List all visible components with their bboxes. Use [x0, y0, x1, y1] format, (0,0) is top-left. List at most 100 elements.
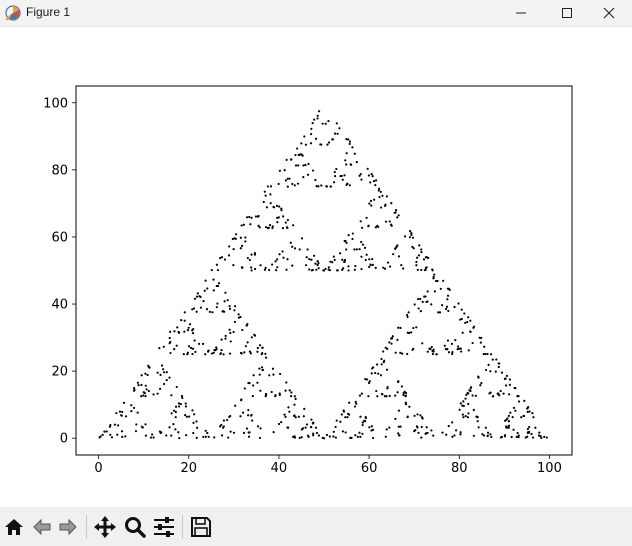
scatter-point — [486, 434, 489, 437]
scatter-point — [348, 401, 351, 404]
scatter-point — [384, 220, 388, 223]
scatter-point — [144, 423, 147, 426]
scatter-point — [196, 426, 199, 429]
scatter-point — [292, 224, 295, 227]
scatter-point — [431, 349, 434, 353]
scatter-point — [250, 336, 253, 339]
scatter-point — [228, 307, 232, 310]
scatter-point — [471, 394, 474, 397]
scatter-point — [508, 378, 512, 381]
scatter-point — [344, 159, 347, 162]
scatter-point — [361, 243, 365, 246]
scatter-point — [293, 403, 296, 406]
figure-canvas[interactable]: 0 20 40 60 80 100 0 20 40 60 80 100 — [0, 27, 632, 507]
scatter-point — [458, 347, 461, 350]
scatter-point — [375, 389, 378, 393]
scatter-point — [304, 264, 308, 267]
scatter-point — [489, 370, 492, 373]
scatter-point — [281, 250, 284, 253]
scatter-point — [415, 260, 418, 264]
scatter-point — [466, 416, 470, 419]
scatter-point — [305, 423, 309, 426]
home-button[interactable] — [2, 515, 26, 539]
scatter-point — [354, 400, 357, 403]
scatter-point — [371, 257, 374, 261]
scatter-point — [386, 387, 389, 390]
scatter-point — [464, 321, 467, 324]
scatter-point — [270, 263, 274, 266]
scatter-point — [253, 252, 256, 255]
scatter-point — [472, 325, 476, 328]
scatter-point — [258, 436, 262, 440]
scatter-point — [188, 323, 192, 326]
scatter-point — [274, 395, 277, 398]
scatter-point — [422, 258, 426, 261]
toolbar-separator — [182, 515, 183, 539]
forward-button[interactable] — [56, 515, 80, 539]
scatter-point — [178, 436, 181, 440]
scatter-point — [121, 410, 124, 414]
scatter-point — [130, 404, 133, 407]
scatter-point — [446, 347, 449, 351]
scatter-point — [120, 430, 124, 433]
scatter-point — [348, 140, 352, 143]
configure-subplots-button[interactable] — [152, 515, 176, 539]
scatter-point — [400, 385, 403, 388]
scatter-point — [460, 350, 463, 353]
scatter-point — [176, 326, 179, 329]
scatter-point — [326, 143, 329, 146]
scatter-point — [204, 353, 207, 356]
scatter-point — [216, 268, 220, 272]
pan-button[interactable] — [93, 515, 117, 539]
scatter-point — [120, 414, 123, 417]
back-button[interactable] — [30, 515, 54, 539]
scatter-point — [288, 389, 291, 392]
y-axis-ticks: 0 20 40 60 80 100 — [43, 96, 76, 447]
save-button[interactable] — [189, 515, 213, 539]
scatter-point — [327, 266, 330, 269]
scatter-point — [145, 388, 148, 391]
y-tick-label: 80 — [51, 163, 68, 178]
y-tick-label: 100 — [43, 96, 68, 111]
scatter-point — [345, 138, 348, 141]
scatter-point — [261, 368, 264, 372]
scatter-point — [291, 245, 294, 248]
scatter-point — [187, 326, 190, 329]
scatter-point — [301, 154, 304, 157]
scatter-point — [491, 395, 495, 398]
scatter-point — [376, 363, 379, 366]
scatter-point — [192, 431, 195, 435]
scatter-point — [297, 164, 300, 167]
y-tick-label: 20 — [51, 365, 68, 380]
scatter-point — [156, 371, 159, 374]
scatter-point — [298, 436, 301, 439]
scatter-point — [345, 152, 348, 155]
minimize-button[interactable] — [498, 0, 544, 26]
scatter-point — [274, 260, 277, 263]
scatter-point — [465, 393, 468, 396]
scatter-point — [264, 266, 267, 269]
scatter-point — [447, 351, 451, 354]
scatter-point — [170, 434, 173, 437]
scatter-point — [268, 374, 271, 377]
maximize-button[interactable] — [544, 0, 590, 26]
scatter-point — [372, 366, 375, 369]
scatter-point — [367, 225, 370, 228]
close-button[interactable] — [586, 0, 632, 26]
scatter-point — [477, 376, 480, 379]
scatter-point — [447, 424, 450, 428]
scatter-point — [223, 258, 227, 261]
scatter-point — [168, 376, 171, 379]
scatter-point — [317, 267, 320, 270]
scatter-point — [396, 380, 400, 383]
scatter-point — [335, 122, 338, 125]
scatter-point — [445, 305, 449, 308]
scatter-point — [419, 414, 422, 417]
scatter-point — [439, 287, 442, 290]
zoom-button[interactable] — [123, 515, 147, 539]
scatter-point — [173, 348, 176, 351]
scatter-point — [336, 269, 339, 272]
scatter-point — [411, 245, 414, 248]
scatter-point — [207, 435, 210, 438]
scatter-point — [497, 392, 500, 395]
